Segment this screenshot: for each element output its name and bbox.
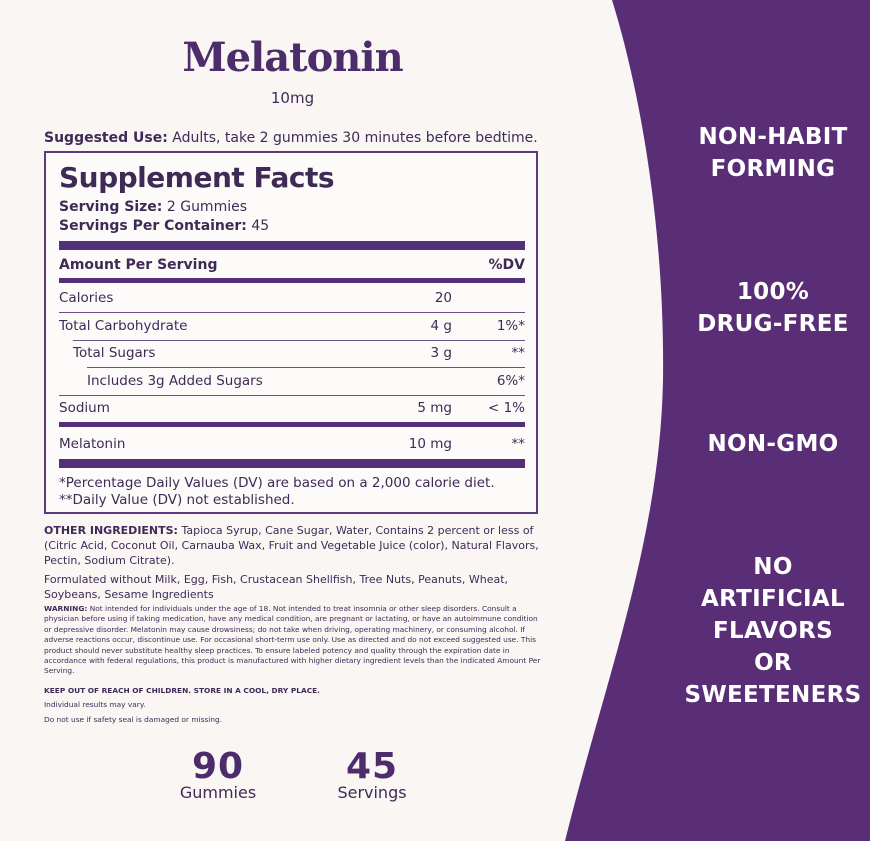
formulated-without: Formulated without Milk, Egg, Fish, Crus… [44,573,509,601]
product-strength: 10mg [270,89,315,107]
servings-count: 45 Servings [312,746,432,802]
nutrient-amount: 4 g [430,318,452,334]
individual-results: Individual results may vary. [44,700,146,709]
nutrient-dv: < 1% [487,400,525,416]
other-ingredients-label: OTHER INGREDIENTS: [44,524,178,537]
servings-value: 45 [246,218,270,234]
nutrient-amount: 20 [434,290,452,306]
claim-line: NON-GMO [707,431,839,457]
dv-header-label: %DV [488,257,525,273]
nutrient-row: Calories 20 [46,290,536,314]
count-number: 90 [191,746,245,787]
other-ingredients: OTHER INGREDIENTS: Tapioca Syrup, Cane S… [44,523,540,568]
amount-header-row: Amount Per Serving %DV [46,257,536,281]
serving-size: Serving Size: 2 Gummies [59,199,247,215]
nutrient-amount: 3 g [430,345,452,361]
nutrient-amount: 5 mg [417,400,452,416]
nutrient-amount: 10 mg [408,436,452,452]
warning-label: WARNING: [44,604,88,613]
servings-per-container: Servings Per Container: 45 [59,218,269,234]
divider-thick [59,459,525,468]
claim-line: FLAVORS [713,618,833,644]
label-panel: Melatonin 10mg Suggested Use: Adults, ta… [44,34,544,802]
warning-body: Not intended for individuals under the a… [44,604,541,676]
claim-line: ARTIFICIAL [701,586,845,612]
row-divider [73,340,525,341]
suggested-use-label: Suggested Use: [44,130,168,146]
nutrient-dv: ** [511,436,526,452]
servings-label: Servings Per Container: [59,218,247,234]
claim-line: 100% [736,279,810,305]
nutrient-label: Includes 3g Added Sugars [87,373,263,389]
nutrient-row: Total Carbohydrate 4 g 1%* [46,318,536,342]
claim-line: FORMING [710,156,836,182]
nutrient-label: Total Sugars [73,345,156,361]
suggested-use: Suggested Use: Adults, take 2 gummies 30… [44,130,538,146]
supplement-facts-box: Supplement Facts Serving Size: 2 Gummies… [44,151,538,514]
claim-line: NON-HABIT [698,124,848,150]
nutrient-row: Total Sugars 3 g ** [46,345,536,369]
nutrient-label: Total Carbohydrate [59,318,188,334]
row-divider [59,312,525,313]
serving-size-label: Serving Size: [59,199,163,215]
count-number: 45 [345,746,399,787]
count-unit: Gummies [179,783,257,802]
claim-drug-free: 100% DRUG-FREE [673,276,870,340]
claim-line: DRUG-FREE [697,311,849,337]
nutrient-label: Calories [59,290,114,306]
row-divider [87,367,525,368]
keep-out-text: KEEP OUT OF REACH OF CHILDREN. STORE IN … [44,686,320,695]
claim-non-gmo: NON-GMO [673,428,870,460]
nutrient-row: Includes 3g Added Sugars 6%* [46,373,536,397]
divider-medium [59,422,525,427]
claim-no-artificial: NO ARTIFICIAL FLAVORS OR SWEETENERS [673,551,870,711]
product-name: Melatonin [182,34,403,81]
suggested-use-text: Adults, take 2 gummies 30 minutes before… [167,130,538,146]
nutrient-row: Melatonin 10 mg ** [46,436,536,460]
claim-line: SWEETENERS [684,682,862,708]
nutrient-dv: 1%* [496,318,525,334]
nutrient-label: Sodium [59,400,110,416]
seal-notice: Do not use if safety seal is damaged or … [44,715,223,724]
nutrient-row: Sodium 5 mg < 1% [46,400,536,424]
nutrient-dv: 6%* [496,373,525,389]
amount-per-serving-label: Amount Per Serving [59,257,218,273]
claim-non-habit-forming: NON-HABIT FORMING [673,121,870,185]
gummies-count: 90 Gummies [158,746,278,802]
supplement-facts-title: Supplement Facts [59,161,335,194]
footnote-not-established: **Daily Value (DV) not established. [59,492,295,508]
footnote-dv: *Percentage Daily Values (DV) are based … [59,475,495,491]
claim-line: NO [753,554,793,580]
warning-text: WARNING: Not intended for individuals un… [44,604,544,677]
claim-line: OR [754,650,792,676]
other-ingredients-text: Tapioca Syrup, Cane Sugar, Water, Contai… [44,524,539,567]
row-divider [59,395,525,396]
serving-size-value: 2 Gummies [162,199,248,215]
count-unit: Servings [337,783,407,802]
nutrient-dv: ** [511,345,526,361]
nutrient-label: Melatonin [59,436,126,452]
keep-out-notice: KEEP OUT OF REACH OF CHILDREN. STORE IN … [44,686,544,696]
divider-thick [59,241,525,250]
divider-medium [59,278,525,283]
